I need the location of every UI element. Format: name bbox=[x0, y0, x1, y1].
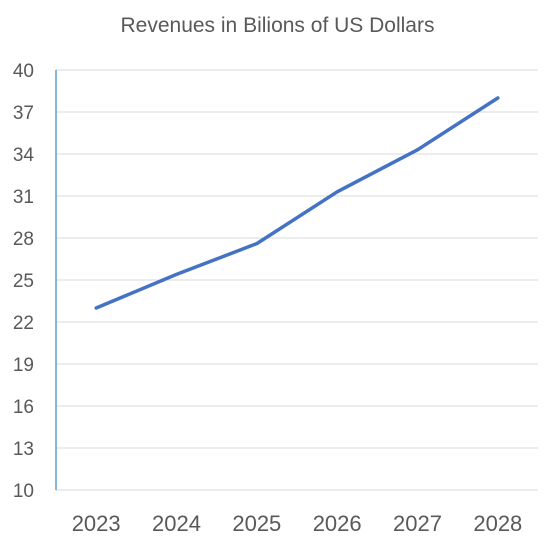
x-tick-label: 2025 bbox=[232, 511, 281, 536]
y-tick-label: 19 bbox=[13, 355, 34, 376]
gridlines bbox=[56, 69, 538, 491]
y-tick-label: 40 bbox=[13, 61, 34, 82]
y-tick-label: 34 bbox=[13, 145, 35, 166]
y-tick-label: 13 bbox=[13, 439, 34, 460]
y-axis-tick-labels: 10 13 16 19 22 25 28 31 34 37 40 bbox=[13, 61, 35, 502]
y-tick-label: 37 bbox=[13, 103, 34, 124]
y-tick-label: 31 bbox=[13, 187, 34, 208]
x-tick-label: 2024 bbox=[152, 511, 201, 536]
x-tick-label: 2023 bbox=[72, 511, 121, 536]
y-tick-label: 10 bbox=[13, 481, 34, 502]
series-layer bbox=[94, 96, 500, 310]
x-tick-label: 2027 bbox=[393, 511, 442, 536]
x-axis-tick-labels: 2023 2024 2025 2026 2027 2028 bbox=[72, 511, 523, 536]
x-tick-label: 2026 bbox=[313, 511, 362, 536]
chart-title: Revenues in Bilions of US Dollars bbox=[120, 14, 435, 37]
y-tick-label: 16 bbox=[13, 397, 34, 418]
y-tick-label: 22 bbox=[13, 313, 34, 334]
series-line bbox=[94, 96, 500, 310]
x-tick-label: 2028 bbox=[473, 511, 522, 536]
y-tick-label: 28 bbox=[13, 229, 34, 250]
y-tick-label: 25 bbox=[13, 271, 34, 292]
